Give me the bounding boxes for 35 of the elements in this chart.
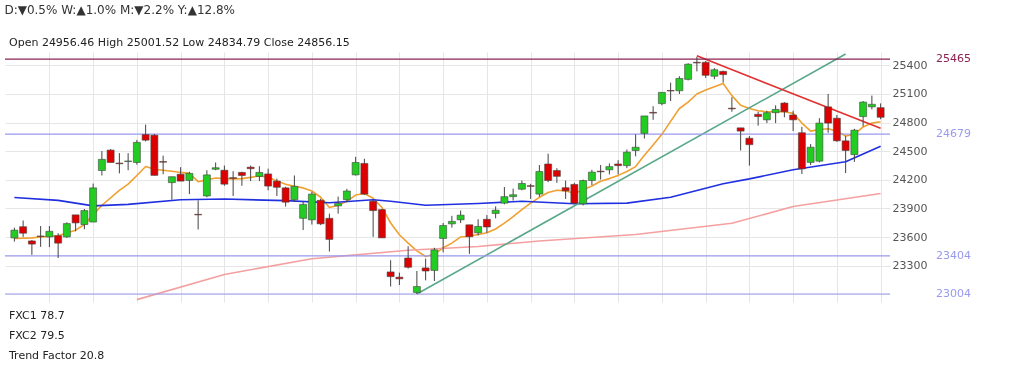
text: FXC2 79.5 <box>9 329 65 342</box>
y-tick-label: 24500 <box>892 144 928 158</box>
candlestick <box>640 115 649 140</box>
candlestick <box>194 199 202 230</box>
chart-title: D:▼0.5% W:▲1.0% M:▼2.2% Y:▲12.8% <box>4 3 236 17</box>
candlestick <box>649 105 657 121</box>
candlestick <box>448 215 456 229</box>
candlestick <box>404 245 412 270</box>
ref-line-label: 25465 <box>936 52 971 66</box>
candlestick <box>413 270 421 295</box>
y-tick-label: 25400 <box>892 58 928 72</box>
y-tick-label: 25100 <box>892 87 928 101</box>
candlestick <box>203 169 211 198</box>
candlestick <box>631 133 640 157</box>
text: FXC1 78.7 <box>9 309 65 322</box>
text: Trend Factor 20.8 <box>8 349 105 362</box>
y-tick-label: 24800 <box>892 116 928 130</box>
y-tick-label: 23300 <box>892 259 928 273</box>
y-tick-label: 23900 <box>892 201 928 215</box>
candlestick <box>386 259 395 288</box>
line-series <box>136 192 882 301</box>
ref-line-label: 23004 <box>936 286 971 300</box>
candlestick <box>439 222 447 253</box>
text: Open 24956.46 High 25001.52 Low 24834.79 Close 24856.15 <box>9 36 350 49</box>
candlestick <box>28 239 36 256</box>
ref-line-label: 24679 <box>936 127 971 141</box>
y-tick-label: 23600 <box>892 230 928 244</box>
candlestick <box>745 135 754 167</box>
candlestick <box>238 171 246 187</box>
candlestick <box>789 110 797 132</box>
candlestick <box>334 196 342 215</box>
candlestick <box>728 96 736 113</box>
y-tick-label: 24200 <box>892 173 928 187</box>
candlestick <box>736 127 745 151</box>
ref-line-label: 23404 <box>936 248 971 262</box>
